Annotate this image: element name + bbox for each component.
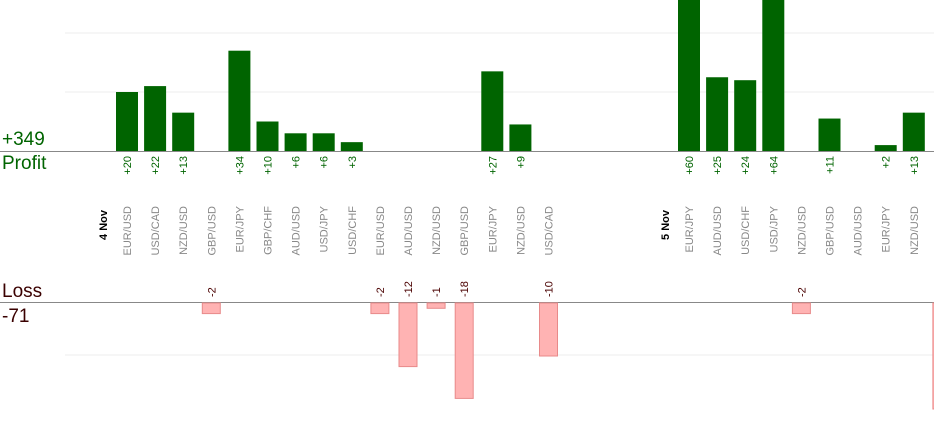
profit-value-label: +27 xyxy=(487,156,499,175)
pair-label: USD/JPY xyxy=(319,205,331,252)
loss-total: -71 xyxy=(2,306,30,327)
loss-value-label: -1 xyxy=(431,287,443,297)
pair-label: EUR/JPY xyxy=(487,205,499,252)
pair-label: EUR/JPY xyxy=(881,205,893,252)
date-label: 4 Nov xyxy=(98,209,110,240)
pair-label: NZD/USD xyxy=(178,206,190,255)
profit-value-label: +10 xyxy=(263,156,275,175)
loss-bar xyxy=(370,302,390,315)
profit-bar xyxy=(144,86,167,151)
profit-value-label: +20 xyxy=(122,156,134,175)
profit-value-label: +13 xyxy=(909,156,921,175)
profit-bar xyxy=(116,92,138,151)
profit-bar xyxy=(874,145,897,151)
loss-bar xyxy=(426,302,446,309)
pair-label: NZD/USD xyxy=(909,206,921,255)
pair-label: AUD/USD xyxy=(853,206,865,256)
loss-value-label: -2 xyxy=(375,287,387,297)
pair-label: EUR/JPY xyxy=(684,205,696,252)
profit-bar xyxy=(340,142,363,151)
pair-label: GBP/USD xyxy=(459,206,471,256)
loss-bar xyxy=(398,302,418,368)
profit-value-label: +34 xyxy=(234,156,246,175)
profit-value-label: +60 xyxy=(684,156,696,175)
loss-value-label: -12 xyxy=(403,281,415,297)
profit-bar xyxy=(706,77,729,151)
pair-label: GBP/USD xyxy=(206,206,218,256)
profit-bar xyxy=(284,133,307,151)
loss-bar xyxy=(539,302,558,357)
pair-label: AUD/USD xyxy=(712,206,724,256)
loss-bar xyxy=(791,302,811,315)
pair-label: USD/CAD xyxy=(150,206,162,256)
profit-bar xyxy=(678,0,700,151)
profit-value-label: +9 xyxy=(515,156,527,169)
pair-label: AUD/USD xyxy=(403,206,415,256)
loss-value-label: -2 xyxy=(796,287,808,297)
profit-bar xyxy=(509,124,532,151)
profit-value-label: +25 xyxy=(712,156,724,175)
loss-bar xyxy=(932,302,934,410)
profit-value-label: +24 xyxy=(740,156,752,175)
profit-value-label: +6 xyxy=(319,156,331,169)
pair-label: EUR/USD xyxy=(122,206,134,256)
profit-value-label: +3 xyxy=(347,156,359,169)
profit-bar xyxy=(172,112,195,151)
profit-value-label: +22 xyxy=(150,156,162,175)
loss-value-label: -18 xyxy=(459,281,471,297)
pair-label: USD/CAD xyxy=(544,206,556,256)
pair-label: EUR/USD xyxy=(375,206,387,256)
loss-value-label: -2 xyxy=(206,287,218,297)
loss-bar xyxy=(454,302,474,399)
loss-value-label: -10 xyxy=(544,281,556,297)
loss-bar xyxy=(201,302,221,315)
pair-label: NZD/USD xyxy=(796,206,808,255)
profit-bar xyxy=(256,121,279,151)
profit-value-label: +2 xyxy=(881,156,893,169)
loss-label: Loss xyxy=(2,281,43,302)
pair-label: GBP/CHF xyxy=(263,206,275,255)
pair-label: NZD/USD xyxy=(515,206,527,255)
profit-bar xyxy=(734,80,757,151)
pair-label: EUR/JPY xyxy=(234,205,246,252)
pair-label: USD/JPY xyxy=(768,205,780,252)
profit-bar xyxy=(762,0,785,152)
profit-value-label: +64 xyxy=(768,156,780,175)
profit-value-label: +11 xyxy=(825,156,837,174)
profit-bar xyxy=(481,71,504,151)
profit-bar xyxy=(818,118,841,151)
profit-bar xyxy=(902,112,925,151)
profit-total: +349 xyxy=(2,129,45,150)
profit-label: Profit xyxy=(2,153,47,174)
pair-label: AUD/USD xyxy=(291,206,303,256)
date-label: 5 Nov xyxy=(660,209,672,240)
pair-label: USD/CHF xyxy=(347,206,359,255)
profit-value-label: +13 xyxy=(178,156,190,175)
profit-value-label: +6 xyxy=(291,156,303,169)
pair-label: NZD/USD xyxy=(431,206,443,255)
pair-label: USD/CHF xyxy=(740,206,752,255)
pair-label: GBP/USD xyxy=(825,206,837,256)
profit-bar xyxy=(312,133,335,151)
profit-bar xyxy=(228,50,251,152)
